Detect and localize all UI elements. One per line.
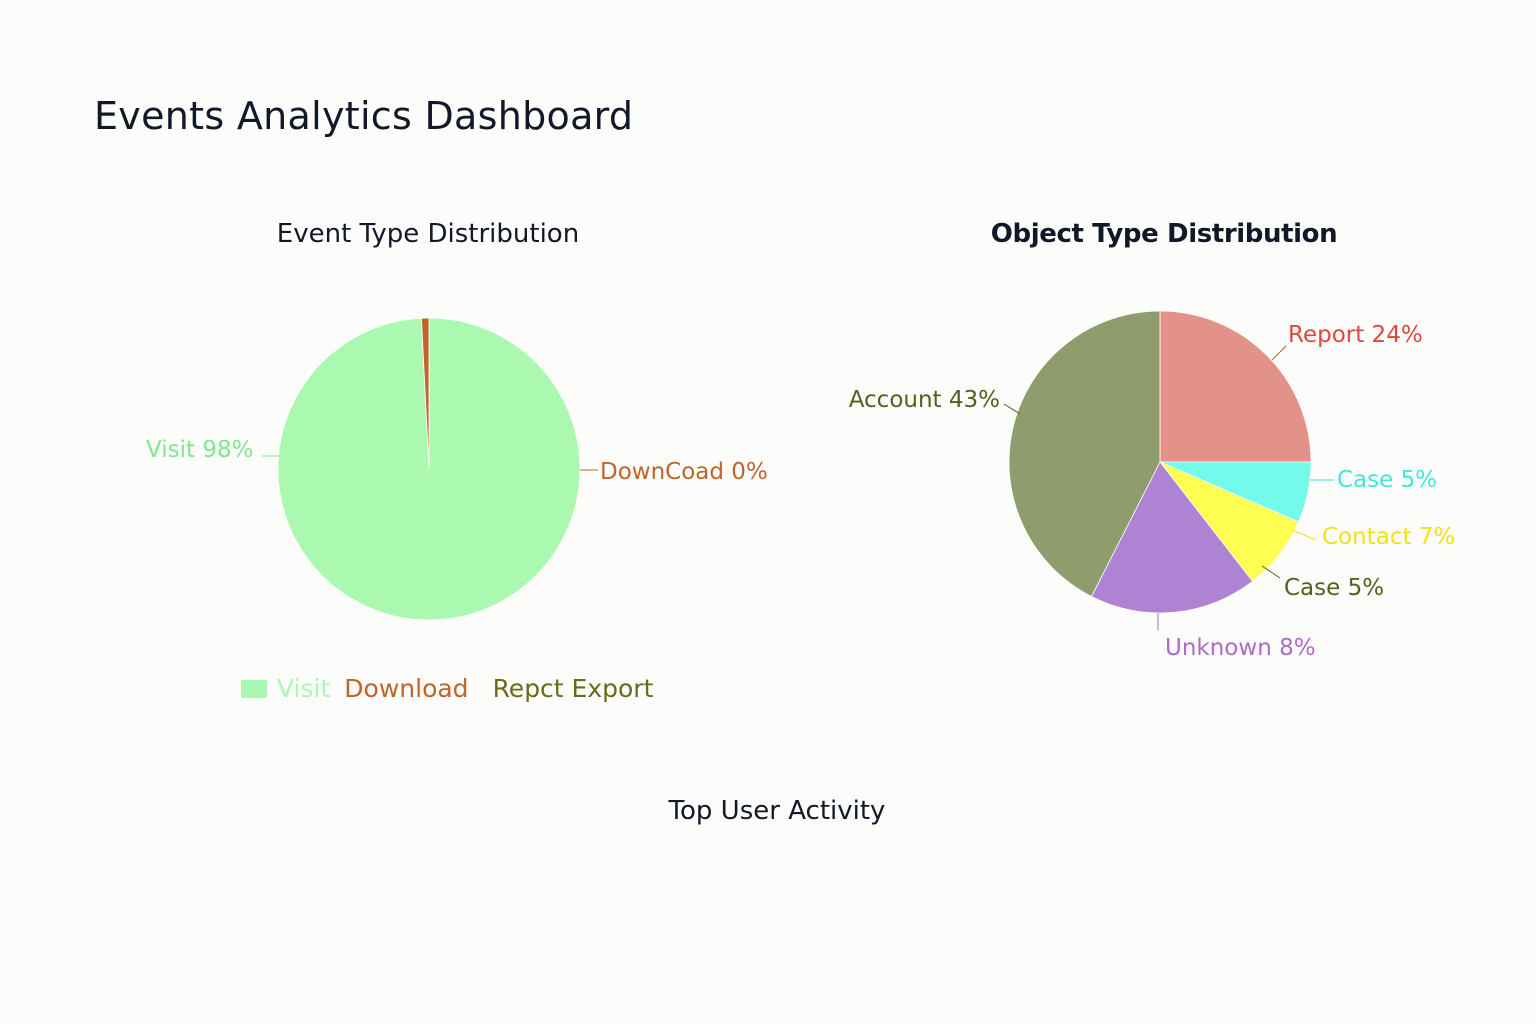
chart-1-slice-4[interactable] [1090,461,1254,614]
chart-1-leader-line-3 [1261,565,1281,579]
legend-label-visit: Visit [277,674,331,703]
event-type-legend: Visit Download Repct Export [241,674,667,703]
chart-1-slice-label-5: Account 43% [849,387,1000,413]
legend-item-report-export[interactable]: Repct Export [493,674,654,703]
chart-1-leader-line-2 [1291,529,1317,541]
chart-1-slice-label-0: Report 24% [1288,322,1423,348]
chart-1-slice-label-1: Case 5% [1337,467,1437,493]
chart-0-slice-1[interactable] [420,317,430,470]
chart-0-slice-label-1: DownCoad 0% [600,459,768,485]
top-user-activity-title: Top User Activity [668,796,886,826]
legend-label-report-export: Repct Export [492,674,654,703]
chart-1-slice-5[interactable] [1008,310,1161,598]
legend-item-visit[interactable]: Visit [241,674,330,703]
chart-1-leader-line-5 [1003,403,1021,415]
legend-label-download: Download [344,674,469,703]
chart-0-slice-label-0: Visit 98% [146,437,253,463]
page-title: Events Analytics Dashboard [94,94,634,138]
chart-1-slice-label-4: Unknown 8% [1165,635,1316,661]
chart-1-slice-label-2: Contact 7% [1322,524,1455,550]
object-type-chart-title: Object Type Distribution [990,219,1338,249]
legend-item-download[interactable]: Download [344,674,468,703]
event-type-chart-title: Event Type Distribution [276,219,580,249]
legend-swatch-visit [241,679,267,698]
chart-1-slice-0[interactable] [1159,310,1312,463]
chart-1-slice-label-3: Case 5% [1284,575,1384,601]
chart-1-leader-line-0 [1271,345,1287,361]
